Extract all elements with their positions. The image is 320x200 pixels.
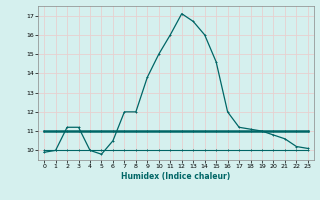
X-axis label: Humidex (Indice chaleur): Humidex (Indice chaleur) [121,172,231,181]
